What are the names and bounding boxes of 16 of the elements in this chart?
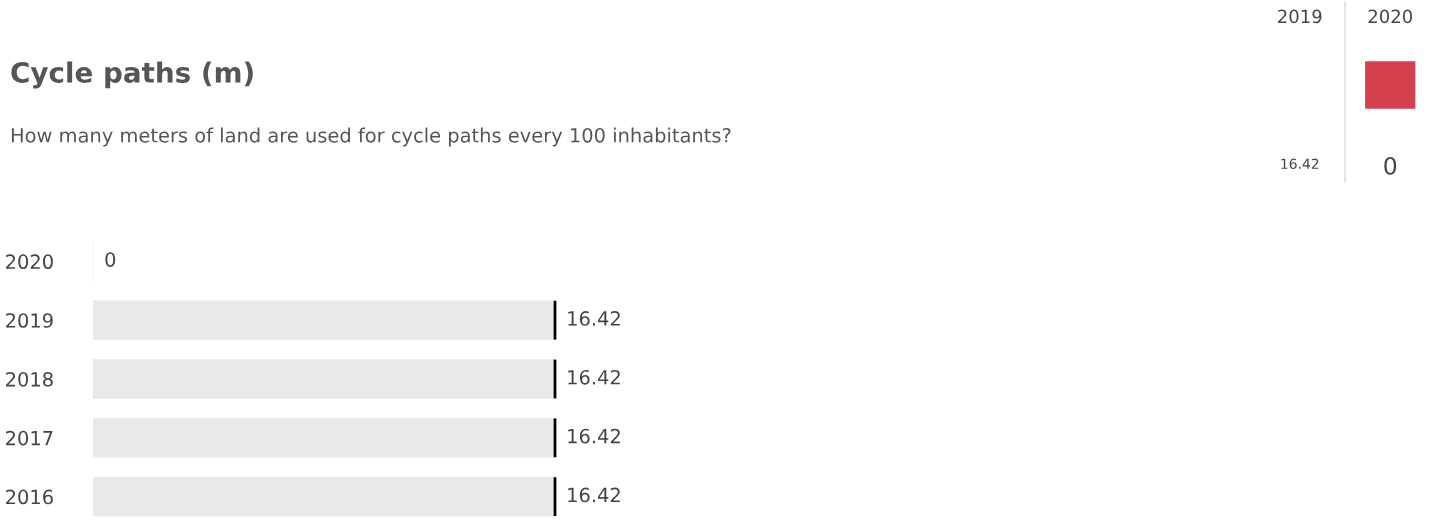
data-label: 16.42 xyxy=(568,428,620,444)
y-tick-label: 2016 xyxy=(6,489,53,505)
data-label: 0 xyxy=(105,252,116,267)
data-label: 16.42 xyxy=(568,311,620,326)
data-label: 16.42 xyxy=(568,369,620,385)
data-label: 0 xyxy=(1384,156,1397,175)
y-tick-label: 2020 xyxy=(6,254,53,270)
y-tick-label: 2019 xyxy=(6,313,53,328)
chart-subtitle: How many meters of land are used for cycle paths every 100 inhabitants? xyxy=(11,127,731,147)
data-label: 16.42 xyxy=(568,487,620,503)
category-label: 2020 xyxy=(1368,9,1413,24)
category-label: 2019 xyxy=(1278,9,1322,24)
chart-title: Cycle paths (m) xyxy=(11,61,253,89)
data-label: 16.42 xyxy=(1281,158,1319,170)
y-tick-label: 2018 xyxy=(6,371,53,387)
y-tick-label: 2017 xyxy=(6,430,53,446)
